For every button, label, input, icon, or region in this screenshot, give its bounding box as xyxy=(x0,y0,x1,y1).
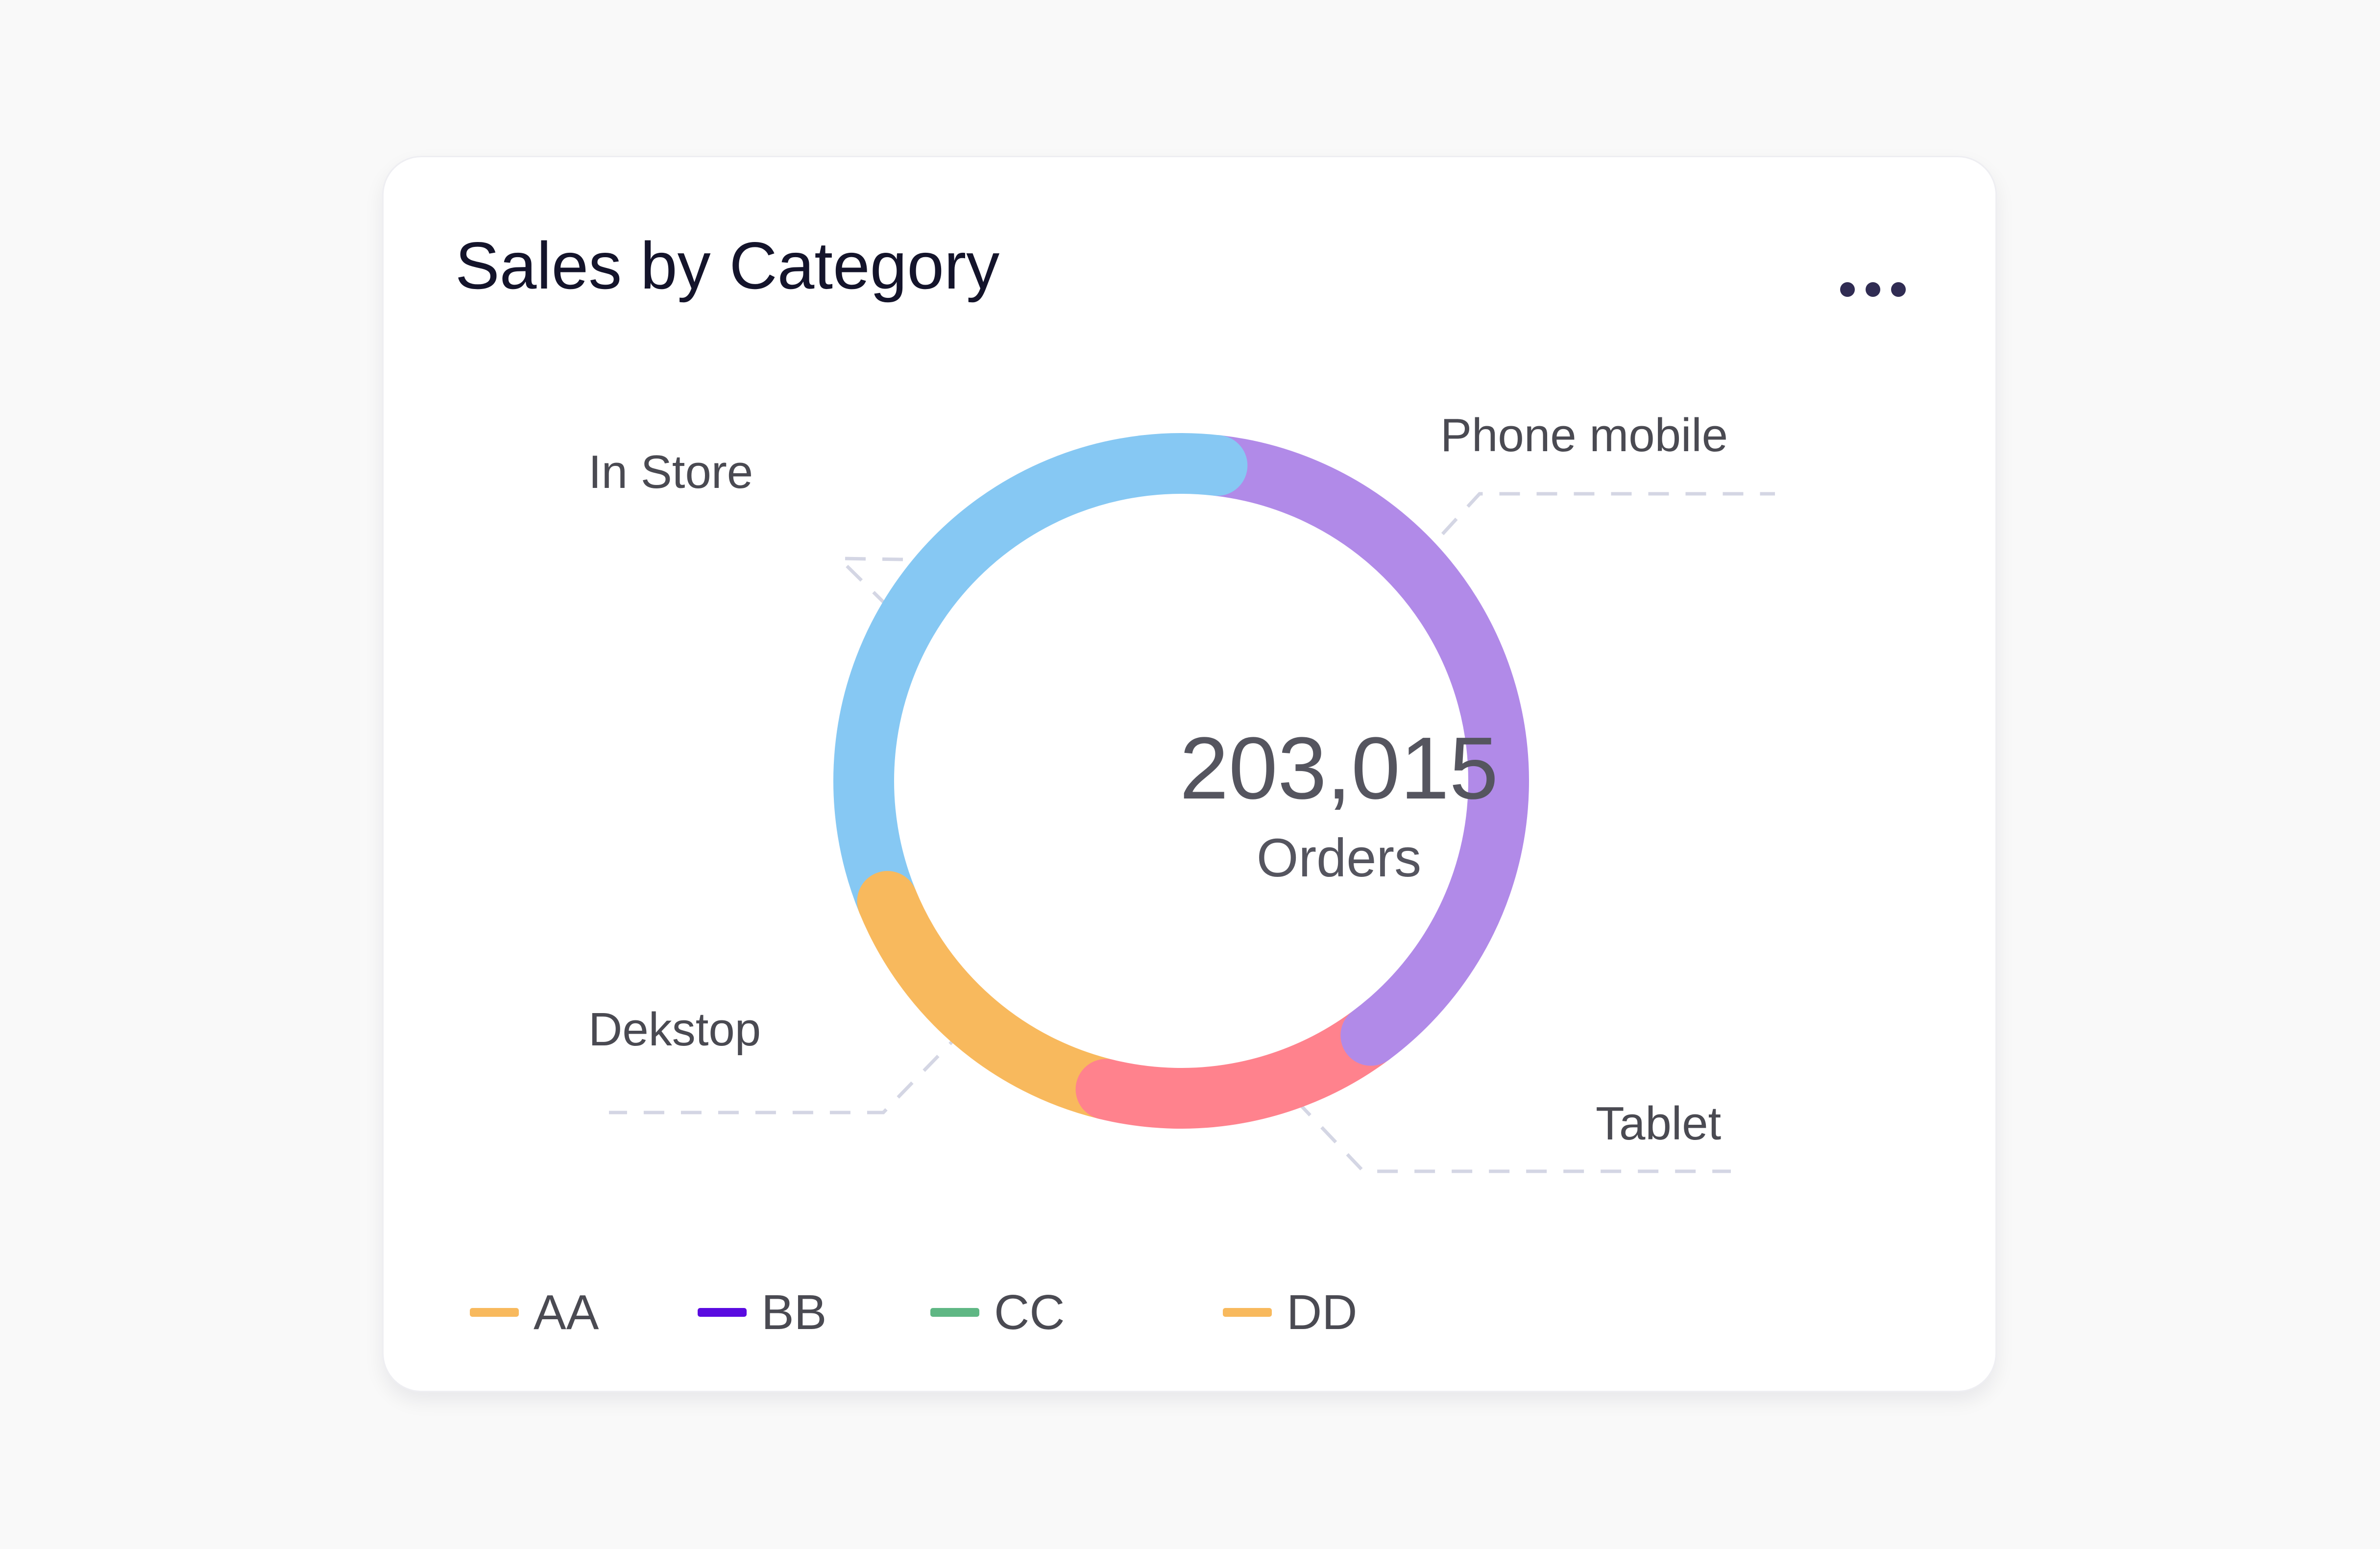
slice-label-in-store: In Store xyxy=(588,446,753,498)
more-options-button[interactable] xyxy=(1824,255,1922,324)
card-title: Sales by Category xyxy=(455,228,1000,303)
donut-slice-phone-mobile[interactable] xyxy=(1214,435,1529,1060)
legend-swatch xyxy=(1223,1308,1272,1317)
total-orders-label: Orders xyxy=(1256,828,1422,888)
donut-slice-dekstop[interactable] xyxy=(859,889,1114,1119)
legend-item-cc[interactable]: CC xyxy=(930,1276,1065,1349)
slice-label-phone-mobile: Phone mobile xyxy=(1440,409,1728,461)
more-horizontal-icon-dot xyxy=(1891,282,1906,297)
legend-label: DD xyxy=(1287,1285,1358,1340)
legend-swatch xyxy=(470,1308,519,1317)
more-horizontal-icon-dot xyxy=(1866,282,1880,297)
leader-line-phone-mobile xyxy=(1416,492,1775,563)
legend-swatch xyxy=(698,1308,747,1317)
total-orders-value: 203,015 xyxy=(1179,719,1499,818)
legend-item-dd[interactable]: DD xyxy=(1223,1276,1357,1349)
legend-label: CC xyxy=(994,1285,1065,1340)
donut-slice-cap-in-store xyxy=(1187,435,1248,496)
donut-slice-in-store[interactable] xyxy=(833,433,1221,913)
legend-item-bb[interactable]: BB xyxy=(698,1276,826,1349)
legend-item-aa[interactable]: AA xyxy=(470,1276,599,1349)
donut-chart xyxy=(609,433,1775,1173)
slice-label-tablet: Tablet xyxy=(1596,1097,1722,1150)
slice-label-dekstop: Dekstop xyxy=(588,1003,761,1056)
sales-by-category-card: Sales by Category 203,015 Orders Phone m… xyxy=(382,156,1997,1392)
donut-slice-tablet[interactable] xyxy=(1098,1011,1389,1129)
legend-label: BB xyxy=(761,1285,827,1340)
donut-slice-cap-phone-mobile xyxy=(1340,1005,1402,1066)
leader-line-dekstop xyxy=(609,1028,966,1114)
legend-swatch xyxy=(930,1308,979,1317)
more-horizontal-icon xyxy=(1840,282,1855,297)
chart-legend: AA BB CC DD xyxy=(470,1276,1548,1349)
donut-slice-cap-tablet xyxy=(1075,1059,1137,1120)
donut-slice-cap-dekstop xyxy=(857,871,918,932)
legend-label: AA xyxy=(534,1285,599,1340)
donut-slices xyxy=(833,433,1529,1129)
